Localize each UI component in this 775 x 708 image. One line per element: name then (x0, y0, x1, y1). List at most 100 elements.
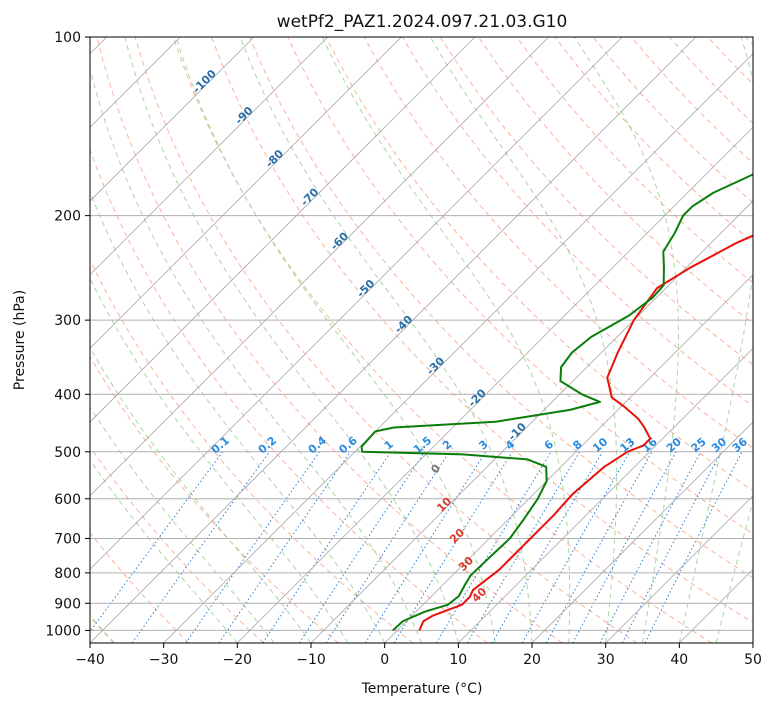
mixing-ratio-label: 0.4 (306, 434, 330, 457)
dry-adiabat-line (516, 37, 753, 284)
dry-adiabat-line (90, 258, 414, 643)
y-tick-label: 300 (54, 313, 81, 329)
moist-adiabat-line (175, 37, 496, 643)
isotherm-line (90, 37, 549, 497)
isotherm-line (679, 568, 753, 643)
moist-adiabats (90, 37, 753, 643)
mixing-ratio-label: 0.1 (209, 434, 232, 456)
mixing-ratio-line (435, 451, 552, 643)
isotherm-label: -30 (424, 354, 447, 377)
moist-adiabat-line (90, 190, 386, 643)
dry-adiabat-line (211, 37, 753, 624)
isotherm-label: -100 (190, 67, 219, 96)
x-tick-label: −40 (75, 652, 105, 668)
isotherm-line (310, 200, 753, 643)
isotherm-label: -60 (328, 229, 351, 252)
mixing-ratio-line (572, 451, 677, 643)
isotherm-line (163, 53, 753, 643)
mixing-ratio-line (131, 451, 271, 643)
isobar-grid (90, 37, 753, 631)
isotherm-line (752, 642, 753, 643)
x-axis-label: Temperature (°C) (361, 681, 483, 697)
x-tick-label: 20 (523, 652, 541, 668)
dry-adiabat-line (90, 445, 264, 643)
dry-adiabat-line (172, 37, 712, 643)
dry-adiabats (90, 37, 753, 643)
dry-adiabat-line (90, 531, 190, 643)
y-tick-label: 100 (54, 30, 81, 46)
dry-adiabat-line (669, 37, 753, 125)
isotherm-label: -20 (466, 386, 489, 409)
moist-adiabat-line (90, 346, 312, 643)
isotherm-label: -50 (354, 277, 377, 300)
dry-adiabat-line (90, 355, 339, 643)
dewpoint-profile-line (360, 173, 753, 632)
mixing-ratio-line (644, 451, 743, 643)
isotherm-line (90, 37, 255, 202)
mixing-ratio-label: 0.2 (256, 434, 279, 456)
y-tick-label: 500 (54, 445, 81, 461)
isotherm-grid (90, 37, 753, 643)
y-tick-label: 600 (54, 492, 81, 508)
dry-adiabat-line (745, 37, 753, 46)
chart-title: wetPf2_PAZ1.2024.097.21.03.G10 (277, 12, 568, 32)
moist-adiabat-line (321, 37, 571, 643)
y-tick-label: 200 (54, 209, 81, 225)
mixing-ratio-line (545, 451, 653, 643)
y-tick-label: 1000 (45, 623, 81, 639)
mixing-ratio-line (298, 451, 426, 643)
isotherm-line (237, 126, 753, 643)
mixing-ratio-label: 0.6 (337, 434, 361, 457)
dry-adiabat-line (592, 37, 753, 204)
moist-adiabat-line (90, 459, 238, 643)
mixing-ratio-label: 3 (476, 438, 490, 453)
isotherm-line (90, 37, 623, 570)
moist-adiabat-line (429, 37, 618, 643)
mixing-ratio-line (364, 451, 487, 643)
y-tick-label: 900 (54, 596, 81, 612)
dry-adiabat-line (90, 148, 488, 643)
x-tick-label: −10 (296, 652, 326, 668)
mixing-ratio-label: 2 (440, 438, 454, 453)
mixing-ratio-line (90, 451, 224, 633)
moist-adiabat-line (573, 37, 679, 643)
moist-adiabat-line (239, 37, 533, 643)
moist-adiabat-label: 40 (469, 585, 489, 605)
y-tick-label: 800 (54, 566, 81, 582)
mixing-ratio-label: 6 (542, 437, 556, 452)
isotherm-line (90, 37, 476, 423)
x-tick-label: 50 (744, 652, 762, 668)
mixing-ratio-line (218, 451, 351, 643)
temperature-profile-line (418, 234, 753, 631)
x-axis-ticks: −40 −30 −20 −10 0 10 20 30 40 50 (75, 643, 762, 668)
moist-adiabat-label: 30 (456, 554, 476, 574)
moist-adiabat-line (90, 66, 422, 643)
profile-series (360, 173, 753, 632)
moist-adiabat-line (90, 406, 275, 643)
y-tick-label: 700 (54, 532, 81, 548)
dry-adiabat-line (96, 37, 563, 643)
isotherm-line (605, 495, 753, 643)
isotherm-label: -70 (298, 185, 321, 208)
mixing-ratio-label: 8 (570, 438, 584, 453)
isotherm-line (90, 37, 402, 349)
isotherm-line (531, 421, 753, 643)
x-tick-label: −20 (223, 652, 253, 668)
mixing-ratio-line (185, 451, 320, 643)
dry-adiabat-line (478, 37, 753, 325)
mixing-ratio-line (599, 451, 702, 643)
isotherm-line (90, 37, 697, 643)
mixing-ratio-line (521, 451, 631, 643)
dry-adiabat-line (707, 37, 753, 85)
mixing-ratio-line (325, 451, 450, 643)
moist-adiabat-line (715, 499, 753, 643)
isotherm-label: -80 (263, 147, 286, 170)
mixing-ratio-lines (90, 451, 743, 643)
isotherm-line (384, 274, 753, 643)
x-tick-label: 30 (597, 652, 615, 668)
x-tick-label: 0 (380, 652, 389, 668)
mixing-ratio-line (467, 451, 581, 643)
moist-adiabat-line (90, 277, 349, 643)
x-tick-label: −30 (149, 652, 179, 668)
